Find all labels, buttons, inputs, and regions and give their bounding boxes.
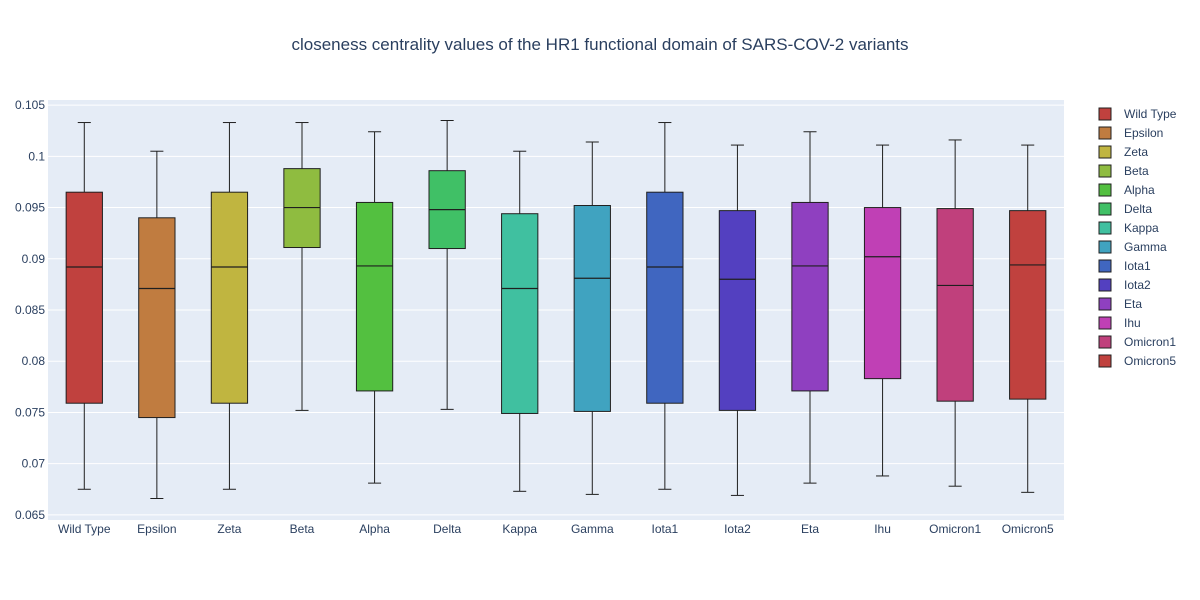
iqr-box xyxy=(138,217,176,419)
box-wild-type xyxy=(65,122,103,490)
box-zeta xyxy=(210,122,249,490)
chart-title: closeness centrality values of the HR1 f… xyxy=(291,35,908,54)
legend: Wild Type Epsilon Zeta Beta Alpha Delta Kappa G… xyxy=(1098,107,1177,368)
legend-item[interactable]: Gamma xyxy=(1098,240,1167,254)
iqr-box xyxy=(936,208,974,402)
legend-label: Ihu xyxy=(1124,316,1141,330)
y-tick-label: 0.1 xyxy=(28,149,45,163)
legend-swatch xyxy=(1098,278,1112,292)
iqr-box xyxy=(1009,210,1047,400)
x-tick-label: Epsilon xyxy=(137,522,176,536)
iqr-box xyxy=(355,201,394,392)
legend-swatch xyxy=(1098,221,1112,235)
x-tick-label: Iota1 xyxy=(652,522,679,536)
y-tick-label: 0.09 xyxy=(22,252,46,266)
legend-item[interactable]: Zeta xyxy=(1098,145,1148,159)
legend-label: Omicron5 xyxy=(1124,354,1176,368)
x-tick-label: Omicron5 xyxy=(1002,522,1054,536)
box-iota2 xyxy=(718,144,757,496)
x-tick-label: Iota2 xyxy=(724,522,751,536)
legend-swatch xyxy=(1098,202,1112,216)
legend-swatch xyxy=(1098,259,1112,273)
legend-swatch xyxy=(1098,316,1112,330)
legend-item[interactable]: Kappa xyxy=(1098,221,1159,235)
legend-label: Iota2 xyxy=(1124,278,1151,292)
iqr-box xyxy=(501,213,539,414)
legend-swatch xyxy=(1098,297,1112,311)
box-epsilon xyxy=(138,150,176,499)
legend-swatch xyxy=(1098,335,1112,349)
box-alpha xyxy=(355,131,394,484)
x-tick-label: Zeta xyxy=(217,522,241,536)
x-tick-label: Gamma xyxy=(571,522,614,536)
y-tick-label: 0.065 xyxy=(15,508,45,522)
legend-label: Iota1 xyxy=(1124,259,1151,273)
iqr-box xyxy=(573,205,611,412)
x-tick-label: Omicron1 xyxy=(929,522,981,536)
legend-swatch xyxy=(1098,164,1112,178)
box-beta xyxy=(283,122,321,411)
legend-item[interactable]: Iota1 xyxy=(1098,259,1151,273)
x-axis: Wild Type Epsilon Zeta Beta Alpha Delta Kappa G… xyxy=(58,522,1054,536)
legend-label: Eta xyxy=(1124,297,1142,311)
legend-item[interactable]: Wild Type xyxy=(1098,107,1177,121)
box-omicron5 xyxy=(1009,144,1047,493)
x-tick-label: Beta xyxy=(290,522,315,536)
box-kappa xyxy=(501,150,539,492)
x-tick-label: Delta xyxy=(433,522,461,536)
legend-item[interactable]: Epsilon xyxy=(1098,126,1163,140)
legend-item[interactable]: Ihu xyxy=(1098,316,1141,330)
legend-swatch xyxy=(1098,126,1112,140)
legend-label: Kappa xyxy=(1124,221,1159,235)
legend-swatch xyxy=(1098,183,1112,197)
legend-label: Zeta xyxy=(1124,145,1148,159)
iqr-box xyxy=(65,191,103,404)
x-tick-label: Wild Type xyxy=(58,522,111,536)
legend-item[interactable]: Delta xyxy=(1098,202,1152,216)
legend-item[interactable]: Omicron5 xyxy=(1098,354,1176,368)
legend-label: Omicron1 xyxy=(1124,335,1176,349)
legend-swatch xyxy=(1098,107,1112,121)
legend-item[interactable]: Iota2 xyxy=(1098,278,1151,292)
legend-label: Beta xyxy=(1124,164,1149,178)
y-axis: 0.065 0.07 0.075 0.08 0.085 0.09 0.095 0.1 0.105 xyxy=(15,98,45,522)
iqr-box xyxy=(863,207,902,380)
legend-label: Wild Type xyxy=(1124,107,1177,121)
iqr-box xyxy=(718,210,757,411)
legend-swatch xyxy=(1098,240,1112,254)
legend-item[interactable]: Omicron1 xyxy=(1098,335,1176,349)
y-tick-label: 0.095 xyxy=(15,201,45,215)
y-tick-label: 0.105 xyxy=(15,98,45,112)
box-omicron1 xyxy=(936,139,974,487)
x-tick-label: Alpha xyxy=(359,522,390,536)
legend-item[interactable]: Beta xyxy=(1098,164,1149,178)
legend-item[interactable]: Alpha xyxy=(1098,183,1155,197)
box-ihu xyxy=(863,144,902,477)
legend-swatch xyxy=(1098,145,1112,159)
box-iota1 xyxy=(646,122,684,490)
iqr-box xyxy=(646,191,684,404)
legend-label: Delta xyxy=(1124,202,1152,216)
legend-item[interactable]: Eta xyxy=(1098,297,1142,311)
legend-swatch xyxy=(1098,354,1112,368)
iqr-box xyxy=(210,191,249,404)
boxes xyxy=(65,119,1047,499)
box-eta xyxy=(791,131,829,484)
legend-label: Alpha xyxy=(1124,183,1155,197)
y-tick-label: 0.08 xyxy=(22,354,46,368)
y-tick-label: 0.085 xyxy=(15,303,45,317)
legend-label: Gamma xyxy=(1124,240,1167,254)
y-tick-label: 0.07 xyxy=(22,457,46,471)
x-tick-label: Ihu xyxy=(874,522,891,536)
box-gamma xyxy=(573,141,611,495)
y-tick-label: 0.075 xyxy=(15,405,45,419)
legend-label: Epsilon xyxy=(1124,126,1163,140)
iqr-box xyxy=(791,201,829,392)
x-tick-label: Kappa xyxy=(502,522,537,536)
box-delta xyxy=(428,119,466,410)
x-tick-label: Eta xyxy=(801,522,819,536)
